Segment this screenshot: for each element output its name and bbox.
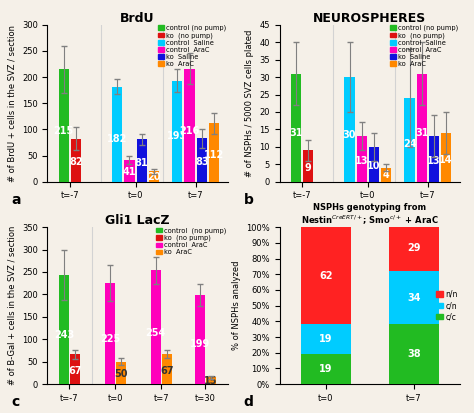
Text: 20: 20 bbox=[147, 172, 161, 182]
Text: 81: 81 bbox=[135, 158, 148, 168]
Bar bbox=[417, 74, 427, 182]
Title: NSPHs genotyping from
Nestin$^{CreERT/+}$; Smo$^{c/+}$ + AraC: NSPHs genotyping from Nestin$^{CreERT/+}… bbox=[301, 203, 438, 227]
Text: 30: 30 bbox=[343, 130, 356, 140]
Text: 4: 4 bbox=[383, 171, 390, 180]
Legend: control (no pump), ko  (no pump), control  Saline, control  AraC, ko  Saline, ko: control (no pump), ko (no pump), control… bbox=[390, 25, 458, 67]
Text: d: d bbox=[244, 395, 254, 409]
Bar bbox=[301, 227, 351, 325]
Bar bbox=[59, 69, 69, 182]
Title: BrdU: BrdU bbox=[120, 12, 155, 25]
Text: 50: 50 bbox=[114, 369, 128, 379]
Bar bbox=[195, 295, 205, 384]
Text: 29: 29 bbox=[407, 243, 420, 253]
Text: c: c bbox=[11, 395, 19, 409]
Y-axis label: # of B-Gal + cells in the SVZ / section: # of B-Gal + cells in the SVZ / section bbox=[7, 226, 16, 385]
Bar bbox=[301, 354, 351, 384]
Bar bbox=[389, 271, 439, 325]
Text: 19: 19 bbox=[319, 364, 332, 374]
Bar bbox=[105, 283, 115, 384]
Y-axis label: # of NSPHs / 5000 SVZ cells plated: # of NSPHs / 5000 SVZ cells plated bbox=[245, 30, 254, 177]
Y-axis label: # of BrdU + cells in the SVZ / section: # of BrdU + cells in the SVZ / section bbox=[7, 25, 16, 182]
Legend: control (no pump), ko  (no pump), control  Saline, control  AraC, ko  Saline, ko: control (no pump), ko (no pump), control… bbox=[158, 25, 226, 67]
Title: NEUROSPHERES: NEUROSPHERES bbox=[313, 12, 426, 25]
Text: 13: 13 bbox=[427, 156, 441, 166]
Bar bbox=[291, 74, 301, 182]
Text: 13: 13 bbox=[355, 156, 368, 166]
Text: 41: 41 bbox=[123, 167, 136, 177]
Bar bbox=[162, 354, 172, 384]
Bar bbox=[112, 86, 122, 182]
Bar bbox=[209, 123, 219, 182]
Bar bbox=[197, 138, 207, 182]
Bar bbox=[149, 171, 159, 182]
Text: 225: 225 bbox=[100, 334, 120, 344]
Bar bbox=[59, 275, 69, 384]
Text: 193: 193 bbox=[167, 131, 187, 141]
Bar bbox=[389, 325, 439, 384]
Text: 10: 10 bbox=[367, 161, 381, 171]
Bar bbox=[381, 168, 392, 182]
Text: 9: 9 bbox=[305, 163, 311, 173]
Text: 216: 216 bbox=[179, 126, 200, 136]
Text: 215: 215 bbox=[54, 126, 74, 136]
Bar bbox=[369, 147, 379, 182]
Text: 182: 182 bbox=[107, 134, 128, 144]
Text: a: a bbox=[11, 193, 21, 206]
Text: 15: 15 bbox=[204, 376, 218, 386]
Text: 67: 67 bbox=[160, 366, 173, 375]
Text: 83: 83 bbox=[195, 157, 209, 167]
Text: 34: 34 bbox=[407, 293, 420, 303]
Bar bbox=[70, 354, 80, 384]
Text: 67: 67 bbox=[68, 366, 82, 375]
Bar bbox=[206, 377, 216, 384]
Bar bbox=[404, 98, 415, 182]
Bar bbox=[151, 270, 161, 384]
Text: 199: 199 bbox=[190, 339, 210, 349]
Text: 24: 24 bbox=[403, 139, 416, 149]
Bar bbox=[345, 77, 355, 182]
Bar bbox=[116, 362, 126, 384]
Bar bbox=[184, 69, 195, 182]
Bar bbox=[441, 133, 451, 182]
Bar bbox=[71, 139, 81, 182]
Title: Gli1 LacZ: Gli1 LacZ bbox=[105, 214, 170, 227]
Text: 31: 31 bbox=[415, 128, 428, 138]
Bar bbox=[356, 136, 367, 182]
Text: 112: 112 bbox=[204, 150, 224, 160]
Bar bbox=[137, 139, 147, 182]
Text: 243: 243 bbox=[54, 330, 74, 340]
Bar bbox=[124, 160, 135, 182]
Legend: control  (no pump), ko  (no pump), control  AraC, ko  AraC: control (no pump), ko (no pump), control… bbox=[155, 227, 226, 255]
Text: 14: 14 bbox=[439, 155, 453, 165]
Text: 62: 62 bbox=[319, 271, 332, 281]
Legend: n/n, c/n, c/c: n/n, c/n, c/c bbox=[436, 290, 458, 321]
Bar bbox=[389, 225, 439, 271]
Y-axis label: % of NSPHs analyzed: % of NSPHs analyzed bbox=[232, 261, 241, 350]
Text: 31: 31 bbox=[289, 128, 303, 138]
Bar bbox=[429, 136, 439, 182]
Text: 254: 254 bbox=[146, 328, 166, 338]
Text: 82: 82 bbox=[69, 157, 83, 167]
Text: b: b bbox=[244, 193, 254, 206]
Bar bbox=[172, 81, 182, 182]
Bar bbox=[301, 325, 351, 354]
Bar bbox=[303, 150, 313, 182]
Text: 19: 19 bbox=[319, 335, 332, 344]
Text: 38: 38 bbox=[407, 349, 420, 359]
